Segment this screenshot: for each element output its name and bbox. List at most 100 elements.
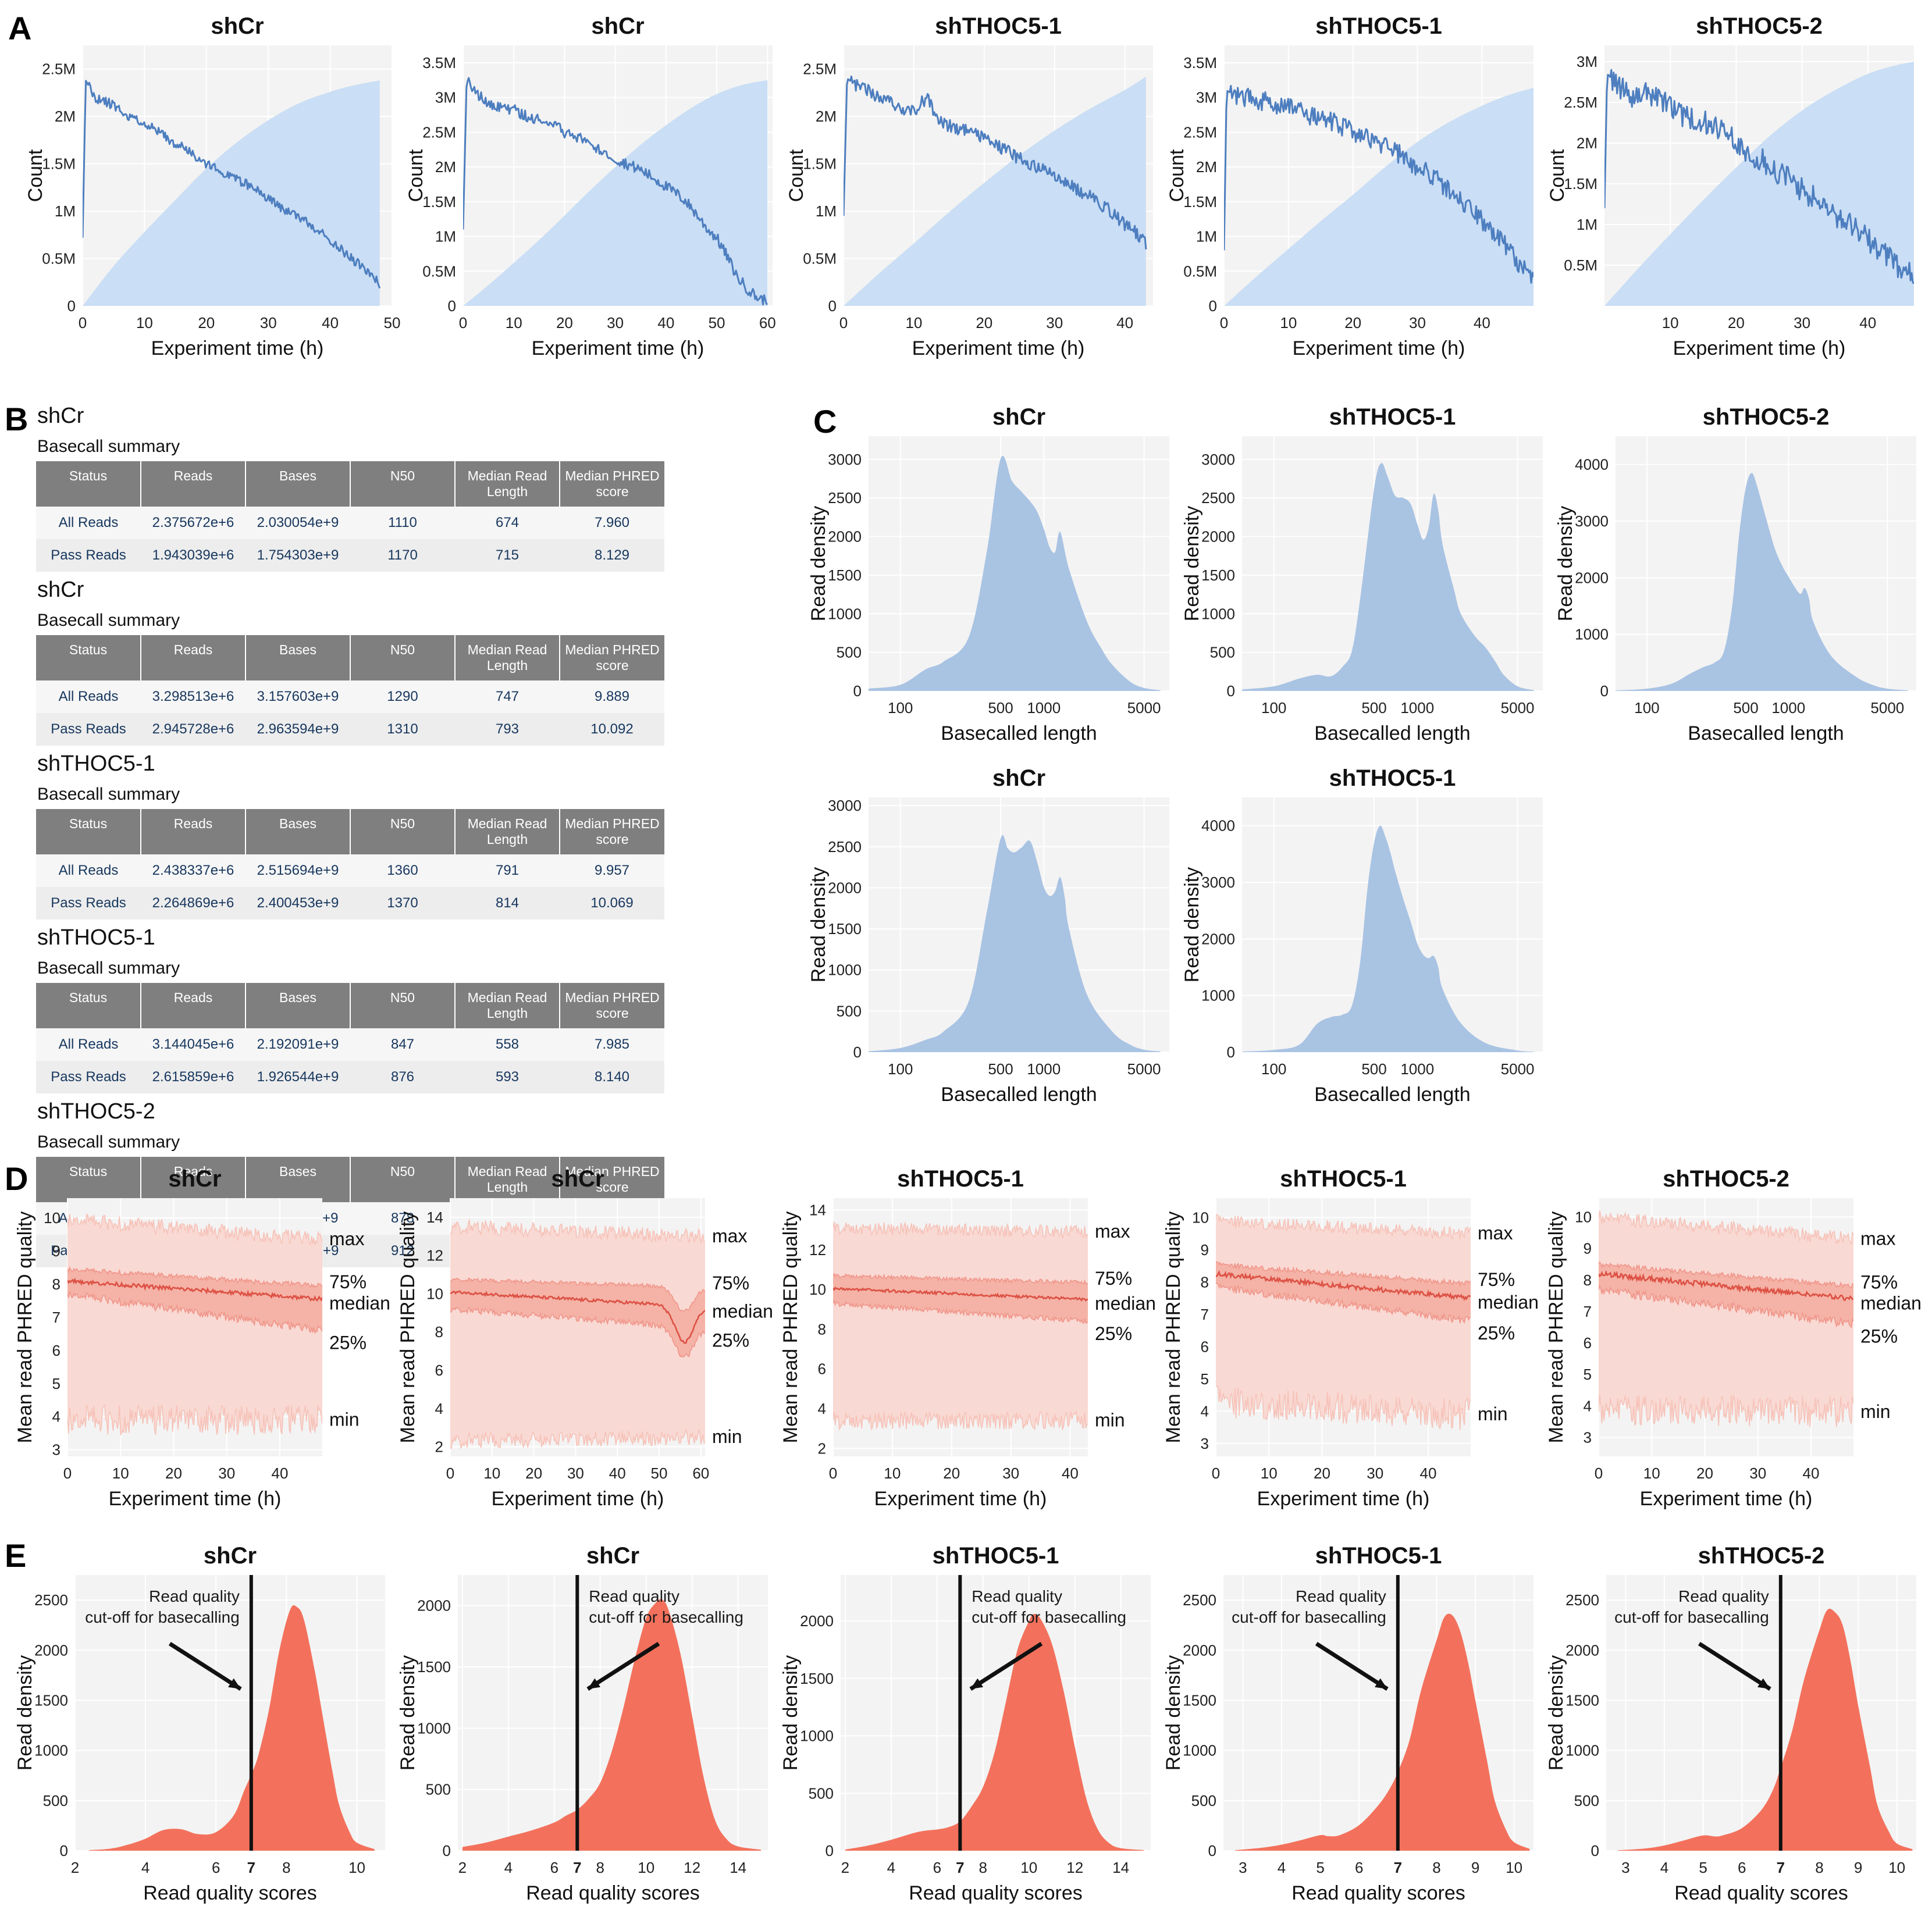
svg-text:12: 12 [684,1859,700,1876]
a4-svg: 0 10 20 30 40 0 0.5M 1M 1.5M 2M 2.5M 3M 3.5M Experime… [1166,13,1533,359]
chart-a2-shcr: 0 10 20 30 40 50 60 0 0.5M 1M 1.5M 2M 2.5M 3M 3.5M Expe… [405,8,785,367]
svg-text:3M: 3M [1196,89,1217,106]
svg-text:shCr: shCr [992,404,1045,430]
basecall-block-0: shCr Basecall summary Status Reads Bases N50 M… [36,404,673,572]
svg-text:median: median [1860,1292,1922,1313]
svg-text:3000: 3000 [1201,451,1235,468]
svg-text:500: 500 [837,1002,862,1020]
table-cell: Pass Reads [36,887,141,920]
svg-text:1000: 1000 [1183,1742,1216,1759]
svg-text:0: 0 [1595,1465,1603,1482]
svg-text:Read quality scores: Read quality scores [909,1882,1083,1904]
table-header: N50 [350,809,456,854]
svg-text:40: 40 [1420,1465,1437,1482]
svg-text:40: 40 [1474,314,1490,332]
table-cell: 3.144045e+6 [141,1028,245,1061]
a1-svg: 0 10 20 30 40 50 0 0.5M 1M 1.5M 2M 2.5M Experiment t… [24,13,400,359]
svg-text:9: 9 [1854,1859,1862,1876]
table-cell: 1360 [350,854,455,887]
svg-text:2M: 2M [1577,134,1597,152]
svg-text:Mean read PHRED quality: Mean read PHRED quality [397,1212,419,1444]
table-header: N50 [350,1157,456,1202]
panel-a-throughput-charts: 0 10 20 30 40 50 0 0.5M 1M 1.5M 2M 2.5M Experiment t… [24,8,1927,367]
chart-e1-shcr: 2 4 6 7 8 10 0 500 1000 1500 2000 2500 Read quality … [14,1539,397,1912]
svg-text:500: 500 [426,1781,451,1798]
svg-text:25%: 25% [712,1330,749,1351]
svg-text:median: median [1478,1292,1539,1313]
svg-text:Read quality scores: Read quality scores [143,1882,317,1904]
panel-e-quality-density-charts: 2 4 6 7 8 10 0 500 1000 1500 2000 2500 Read quality … [14,1539,1928,1912]
table-cell: 912 [350,1235,455,1267]
chart-e4-shthoc5-1: 3 4 5 6 7 8 9 10 0 500 1000 1500 2000 2500 Read qualit… [1162,1539,1545,1912]
svg-text:2M: 2M [435,158,456,176]
svg-text:20: 20 [1696,1465,1713,1482]
table-cell: All Reads [36,854,141,887]
table-cell: 1.943039e+6 [141,539,245,572]
c2-svg: 100 500 1000 5000 0 500 1000 1500 2000 2500 3000 Ba… [1181,404,1543,744]
svg-text:3M: 3M [435,89,456,106]
svg-text:2.5M: 2.5M [803,60,837,78]
svg-text:1000: 1000 [1027,699,1061,717]
svg-text:10: 10 [348,1859,365,1876]
svg-text:Read quality scores: Read quality scores [526,1882,700,1904]
a3-svg: 0 10 20 30 40 0 0.5M 1M 1.5M 2M 2.5M Experiment tim… [785,13,1153,359]
table-header: Reads [141,461,246,507]
panel-d-phred-quality-charts: 0 10 20 30 40 3 4 5 6 7 8 9 10 Experiment time (h) Mea… [14,1162,1928,1517]
svg-text:0.5M: 0.5M [803,250,837,268]
svg-text:4: 4 [504,1859,513,1876]
svg-text:2000: 2000 [417,1597,451,1615]
table-header: Median Read Length [455,809,560,854]
svg-text:Read density: Read density [807,867,830,982]
svg-text:cut-off for basecalling: cut-off for basecalling [1232,1608,1386,1626]
svg-text:500: 500 [1733,699,1758,717]
table-cell: 2.264869e+6 [141,887,245,920]
svg-text:6: 6 [1738,1859,1746,1876]
svg-text:9: 9 [1584,1240,1592,1257]
svg-text:30: 30 [567,1465,584,1482]
table-header: Median PHRED score [560,983,664,1028]
svg-text:5000: 5000 [1127,1060,1161,1078]
svg-text:Experiment time (h): Experiment time (h) [151,337,324,359]
svg-text:3: 3 [1239,1859,1247,1876]
svg-text:Count: Count [1546,149,1568,202]
basecall-block-1: shCr Basecall summary Status Reads Bases N50 M… [36,578,673,746]
svg-text:4000: 4000 [1201,817,1235,835]
svg-text:30: 30 [260,314,277,332]
svg-text:3.5M: 3.5M [1183,54,1217,72]
svg-text:20: 20 [165,1465,182,1482]
svg-text:cut-off for basecalling: cut-off for basecalling [85,1608,240,1626]
chart-c3-shthoc5-2: 100 500 1000 5000 0 1000 2000 3000 4000 Basecalle… [1554,400,1928,752]
svg-text:2M: 2M [1196,158,1217,176]
svg-text:max: max [329,1228,364,1249]
svg-text:max: max [1095,1221,1130,1242]
svg-text:100: 100 [1634,699,1659,717]
svg-text:10: 10 [905,314,922,332]
svg-text:500: 500 [1191,1792,1216,1809]
svg-text:0: 0 [79,314,87,332]
svg-text:3M: 3M [1577,53,1597,70]
svg-text:2500: 2500 [828,489,862,507]
svg-text:1000: 1000 [1565,1742,1599,1759]
svg-text:50: 50 [709,314,725,332]
svg-text:Read density: Read density [1181,506,1203,621]
svg-text:Count: Count [24,149,47,202]
svg-text:8: 8 [435,1323,443,1341]
svg-text:60: 60 [692,1465,709,1482]
basecall-summary-label: Basecall summary [37,1132,180,1152]
svg-text:cut-off for basecalling: cut-off for basecalling [1614,1608,1769,1626]
svg-text:1500: 1500 [1565,1691,1599,1709]
svg-text:Basecalled length: Basecalled length [1688,722,1844,744]
svg-text:min: min [1478,1403,1508,1424]
table-cell: 1110 [350,507,455,539]
table-cell: All Reads [36,507,141,539]
svg-text:5000: 5000 [1501,699,1535,717]
svg-text:2500: 2500 [1183,1591,1216,1609]
svg-text:2.5M: 2.5M [422,123,456,141]
svg-text:4: 4 [1201,1402,1209,1420]
svg-text:4000: 4000 [1575,456,1609,473]
table-cell: 791 [455,854,560,887]
svg-text:1M: 1M [435,228,456,245]
svg-text:5000: 5000 [1501,1060,1535,1078]
table-cell: 747 [455,680,560,713]
svg-text:1.5M: 1.5M [422,193,456,211]
